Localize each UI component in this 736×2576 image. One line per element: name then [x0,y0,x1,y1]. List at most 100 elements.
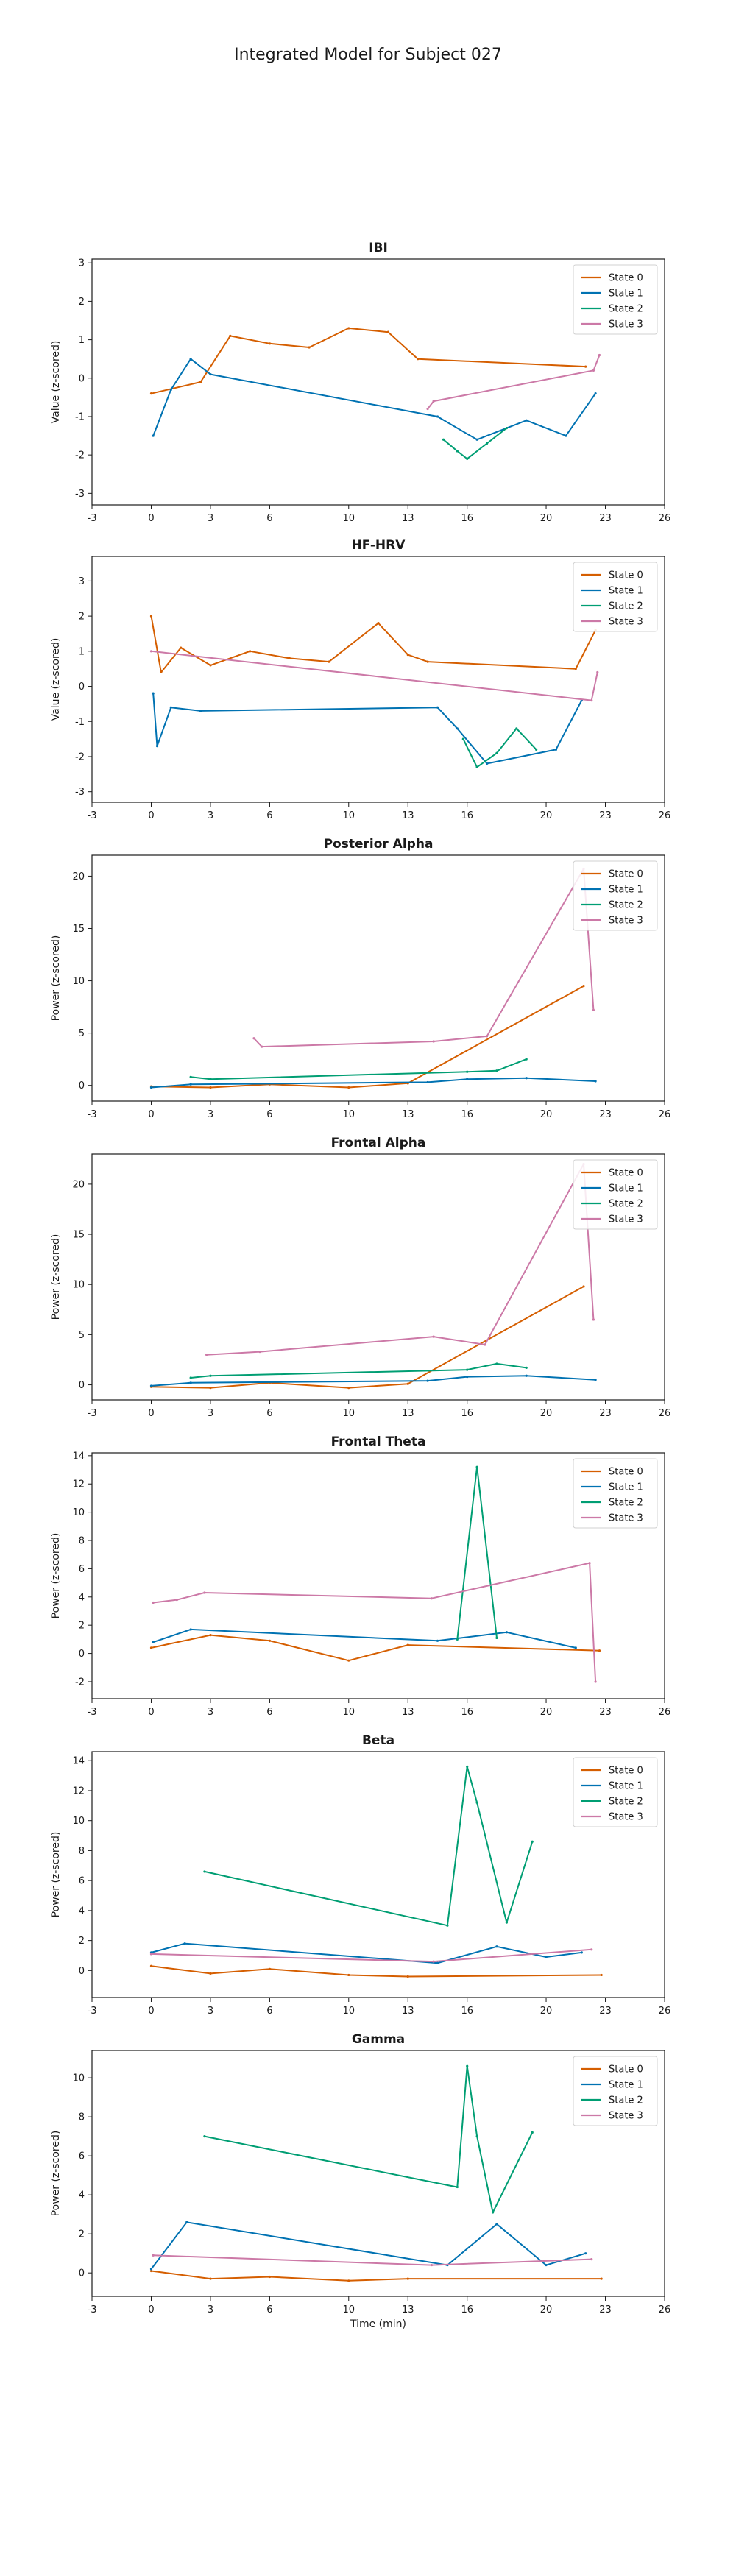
y-tick-label: -3 [75,489,85,500]
data-point [485,1035,489,1038]
panel-title: HF-HRV [352,538,406,553]
plot-frame [91,1153,665,1401]
y-tick-label: 6 [79,1564,85,1575]
data-point [149,615,153,618]
y-tick-label: 2 [79,2229,85,2240]
x-tick-label: 16 [461,513,473,524]
panel-title: Beta [362,1733,394,1748]
legend-box [573,1159,658,1230]
series-state-3 [152,1562,597,1683]
data-point [328,660,330,663]
legend-box [573,1458,658,1529]
y-tick-label: 2 [79,1621,85,1632]
data-point [183,1942,186,1945]
series-line [152,358,596,441]
data-point [492,2211,495,2214]
data-point [347,327,350,330]
legend-label: State 1 [609,885,643,896]
x-tick-label: 16 [461,1109,473,1120]
data-point [495,1069,498,1072]
x-tick-label: 16 [461,810,473,821]
data-point [495,1362,498,1365]
y-tick-label: 10 [72,1280,85,1291]
legend-label: State 0 [609,570,643,581]
data-point [466,1368,469,1371]
x-tick-label: 3 [208,1408,213,1419]
data-point [592,1318,595,1321]
plot-frame [91,258,665,506]
legend-label: State 2 [609,1498,643,1509]
series-state-3 [426,353,601,411]
y-tick-label: 10 [72,2073,85,2084]
legend-label: State 0 [609,1168,643,1179]
y-tick-label: -2 [75,751,85,762]
series-line [151,1634,600,1662]
data-point [149,2269,153,2273]
x-tick-label: 3 [208,513,213,524]
series-state-2 [203,2064,534,2214]
x-tick-label: 20 [540,1109,553,1120]
x-tick-label: 23 [599,1707,612,1718]
data-point [505,1631,508,1634]
series-state-2 [189,1362,528,1379]
data-point [531,1840,534,1843]
data-point [590,699,593,702]
data-point [485,442,489,445]
x-tick-label: 26 [659,810,671,821]
x-tick-label: 10 [342,2304,355,2315]
x-tick-label: 16 [461,1408,473,1419]
data-point [495,2223,498,2226]
data-point [495,751,498,754]
data-point [268,1639,272,1642]
data-point [149,650,153,653]
data-point [155,745,159,748]
data-point [446,1924,449,1927]
data-point [430,2263,434,2267]
y-tick-label: 15 [72,1230,85,1241]
data-point [406,2277,409,2280]
data-point [466,1078,469,1080]
legend-label: State 2 [609,900,643,911]
y-tick-label: 20 [72,1179,85,1190]
data-point [209,372,212,376]
series-state-2 [461,727,538,768]
data-point [505,1921,508,1924]
y-tick-label: -1 [75,411,85,422]
x-tick-label: 23 [599,2304,612,2315]
x-tick-label: 3 [208,1109,213,1120]
data-point [209,1086,212,1089]
series-line [152,1628,576,1649]
x-tick-label: 10 [342,1109,355,1120]
legend-label: State 3 [609,2111,643,2122]
data-point [525,1366,528,1369]
data-point [475,1801,478,1804]
x-tick-label: -3 [88,1408,97,1419]
data-point [149,1964,153,1967]
y-tick-label: 10 [72,1507,85,1518]
data-point [175,1599,178,1602]
y-tick-label: 2 [79,612,85,623]
data-point [430,1597,434,1600]
y-tick-label: 4 [79,1906,85,1917]
data-point [199,381,202,383]
series-line [427,355,601,410]
legend-label: State 2 [609,601,643,612]
x-tick-label: 20 [540,810,553,821]
data-point [594,392,597,395]
y-tick-label: 8 [79,2112,85,2123]
y-tick-label: 14 [72,1451,85,1462]
data-point [209,664,212,667]
data-point [456,2185,459,2189]
data-point [592,1008,595,1011]
series-line [253,868,595,1048]
series-line [151,2270,602,2282]
data-point [554,748,558,751]
data-point [584,2252,587,2255]
data-point [152,1601,155,1604]
series-state-3 [149,1948,593,1963]
x-tick-label: 26 [659,1408,671,1419]
legend-label: State 3 [609,617,643,628]
y-tick-label: -2 [75,1677,85,1688]
legend-label: State 0 [609,2064,643,2076]
chart-panel-3: Posterior Alpha -3 0 3 6 10 13 16 20 23 26 0 5 10 15 20… [50,837,670,1120]
